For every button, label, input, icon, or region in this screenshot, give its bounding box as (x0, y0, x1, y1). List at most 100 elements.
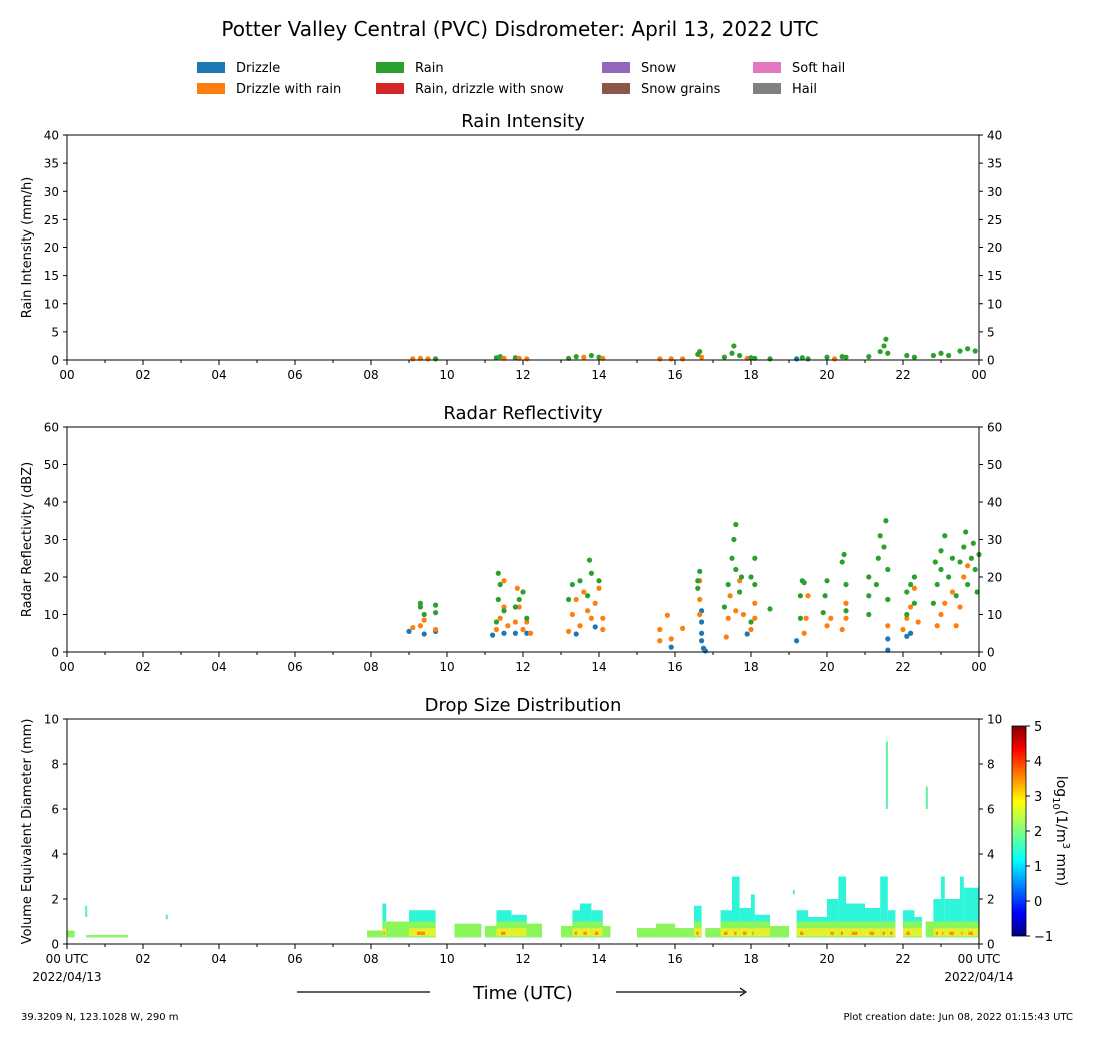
y-tick-label: 6 (51, 803, 59, 817)
data-point (417, 623, 423, 629)
data-point (881, 343, 887, 349)
x-tick-label: 00 (971, 368, 986, 382)
dsd-column-core (808, 928, 827, 937)
data-point (573, 631, 579, 637)
data-point (577, 578, 583, 584)
y-tick-label: 10 (44, 713, 59, 727)
data-point (904, 352, 910, 359)
colorbar-tick-label: 4 (1034, 755, 1042, 770)
dsd-column-mid (485, 926, 497, 938)
y-tick-label-right: 50 (987, 458, 1002, 472)
data-point (752, 615, 758, 621)
data-point (839, 559, 845, 565)
x-tick-label: 00 (971, 660, 986, 674)
y-tick-label-right: 15 (987, 269, 1002, 283)
data-point (839, 354, 845, 360)
y-tick-label-right: 30 (987, 533, 1002, 547)
data-point (957, 559, 963, 565)
data-point (592, 600, 598, 606)
y-tick-label-right: 25 (987, 213, 1002, 227)
dsd-column-peak (574, 931, 577, 935)
colorbar-tick-label: 3 (1034, 790, 1042, 805)
panel-title: Drop Size Distribution (425, 695, 622, 716)
data-point (588, 570, 595, 576)
panel-title: Rain Intensity (461, 111, 585, 132)
data-point (885, 596, 891, 603)
data-point (680, 356, 686, 362)
data-point (512, 630, 519, 636)
data-point (946, 574, 952, 580)
y-tick-label-right: 8 (987, 758, 995, 772)
legend-label: Rain, drizzle with snow (415, 82, 564, 97)
dsd-column-peak (890, 931, 893, 935)
data-point (752, 600, 758, 606)
data-point (843, 600, 849, 606)
colorbar-tick-label: 2 (1034, 825, 1042, 840)
data-point (748, 355, 754, 361)
data-point (727, 593, 733, 599)
data-point (501, 578, 507, 584)
data-point (908, 581, 914, 588)
panel-title: Radar Reflectivity (443, 403, 603, 424)
data-point (596, 585, 602, 591)
y-tick-label-right: 10 (987, 297, 1002, 311)
data-point (433, 610, 439, 616)
dsd-segment (792, 890, 795, 895)
data-point (843, 615, 849, 621)
dsd-column-mid (67, 930, 75, 938)
data-point (512, 604, 519, 610)
data-point (911, 585, 918, 591)
data-point (733, 566, 739, 573)
legend-label: Snow grains (641, 82, 721, 97)
axes-frame (66, 426, 980, 653)
x-tick-label: 16 (667, 660, 682, 674)
data-point (702, 648, 709, 654)
data-point (501, 630, 507, 636)
data-point (961, 544, 967, 550)
data-point (881, 544, 887, 550)
x-tick-label: 08 (363, 660, 378, 674)
data-point (573, 596, 579, 603)
data-point (961, 574, 967, 580)
legend-label: Soft hail (792, 61, 845, 76)
data-point (752, 555, 758, 561)
x-tick-label: 22 (895, 660, 910, 674)
y-tick-label: 4 (51, 848, 59, 862)
y-tick-label: 35 (44, 157, 59, 171)
data-point (524, 615, 530, 621)
data-point (803, 615, 809, 621)
data-point (695, 585, 701, 591)
data-point (972, 566, 978, 573)
dsd-column-peak (416, 931, 425, 935)
data-point (740, 611, 747, 618)
data-point (512, 355, 519, 361)
colorbar: −1 0 1 2 3 4 5 log10(1/m3 mm) (1011, 720, 1071, 945)
dsd-column-peak (935, 931, 938, 935)
data-point (668, 356, 674, 362)
data-point (581, 354, 587, 360)
y-tick-label: 40 (44, 496, 59, 510)
y-tick-label-right: 6 (987, 803, 995, 817)
x-tick-label: 00 UTC (958, 952, 1001, 966)
data-point (801, 630, 807, 636)
dsd-column-outer (382, 903, 387, 938)
data-point (495, 570, 501, 576)
data-point (968, 555, 975, 561)
data-point (877, 348, 883, 355)
dsd-column-mid (925, 921, 934, 938)
legend-swatch (197, 62, 225, 73)
arrow-head-icon (739, 987, 748, 997)
x-tick-label: 10 (439, 952, 454, 966)
y-tick-label: 15 (44, 269, 59, 283)
data-point (799, 355, 805, 361)
data-point (596, 578, 602, 584)
dsd-column-mid (526, 923, 542, 938)
y-tick-label: 30 (44, 533, 59, 547)
dsd-column-peak (906, 931, 910, 935)
dsd-column-mid (656, 923, 675, 938)
dsd-column-peak (383, 931, 385, 935)
x-tick-label: 14 (591, 660, 606, 674)
legend-swatch (376, 62, 404, 73)
dsd-column-peak (830, 931, 834, 935)
